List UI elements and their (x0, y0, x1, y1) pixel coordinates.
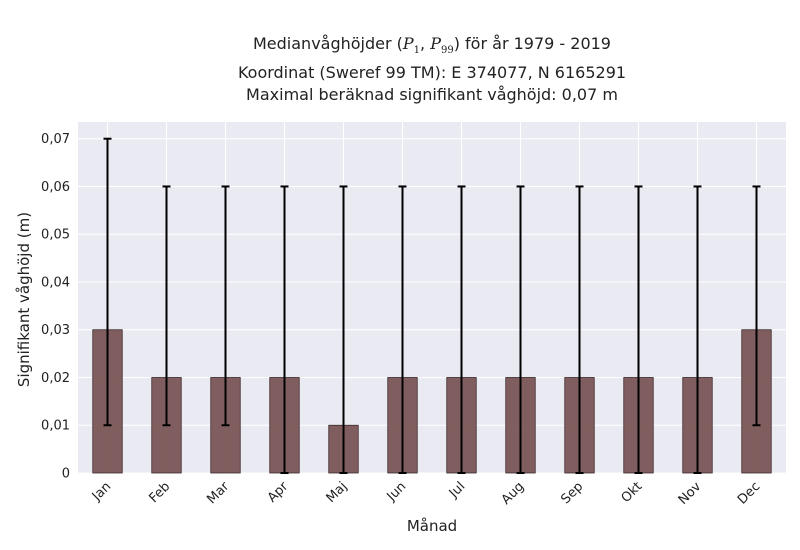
y-tick-label: 0 (62, 467, 70, 482)
error-bar-dec (752, 185, 761, 427)
error-bar-aug (516, 185, 525, 474)
chart-title-line-2: Koordinat (Sweref 99 TM): E 374077, N 61… (237, 63, 627, 83)
chart-title-line-1: Medianvåghöjder (P1, P99) för år 1979 - … (253, 34, 611, 57)
error-bar-sep (575, 185, 584, 474)
x-tick-label: Maj (324, 479, 351, 506)
x-tick-label: Nov (676, 479, 705, 508)
error-bar-jul (457, 185, 466, 474)
x-tick-label: Jul (446, 479, 468, 501)
chart-title: Medianvåghöjder (P1, P99) för år 1979 - … (0, 33, 800, 106)
x-tick-label: Feb (146, 479, 173, 506)
y-tick-label: 0,06 (41, 180, 70, 195)
plot-area (78, 122, 786, 473)
x-tick-label: Okt (619, 479, 646, 506)
chart-title-line-3: Maximal beräknad signifikant våghöjd: 0,… (246, 85, 618, 105)
x-tick-label: Mar (204, 479, 232, 507)
y-tick-label: 0,01 (41, 419, 70, 434)
x-tick-label: Jan (89, 479, 114, 504)
error-bar-maj (339, 185, 348, 474)
y-tick-label: 0,04 (41, 275, 70, 290)
x-axis-label: Månad (407, 517, 457, 535)
error-bar-okt (634, 185, 643, 474)
y-tick-label: 0,03 (41, 323, 70, 338)
error-bar-nov (693, 185, 702, 474)
error-bar-jan (103, 137, 112, 427)
error-bars (103, 137, 761, 474)
x-tick-label: Apr (265, 479, 292, 506)
x-tick-label: Dec (735, 479, 763, 507)
y-tick-label: 0,02 (41, 371, 70, 386)
x-axis-ticks: Jan Feb Mar Apr Maj Jun Jul Aug Sep Okt Nov Dec (89, 479, 763, 508)
y-axis-label: Signifikant våghöjd (m) (15, 212, 33, 387)
error-bar-feb (162, 185, 171, 427)
x-tick-label: Jun (384, 479, 410, 505)
error-bar-apr (280, 185, 289, 474)
x-tick-label: Sep (558, 479, 586, 507)
error-bar-jun (398, 185, 407, 474)
x-tick-label: Aug (499, 479, 528, 508)
y-tick-label: 0,07 (41, 132, 70, 147)
y-tick-label: 0,05 (41, 228, 70, 243)
error-bar-mar (221, 185, 230, 427)
y-axis-ticks: 0 0,01 0,02 0,03 0,04 0,05 0,06 0,07 (41, 132, 70, 481)
